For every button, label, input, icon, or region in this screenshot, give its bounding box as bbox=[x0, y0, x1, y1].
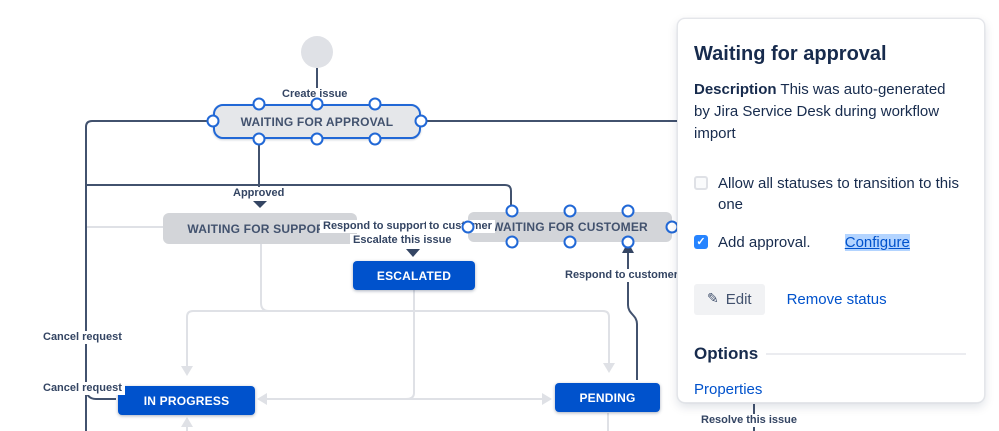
transition-respond-to-support[interactable]: Respond to support bbox=[320, 220, 431, 233]
pencil-icon: ✎ bbox=[707, 290, 719, 306]
transition-escalate-this-issue[interactable]: Escalate this issue bbox=[350, 234, 455, 247]
transition-cancel-request[interactable]: Cancel request bbox=[40, 331, 125, 344]
transition-create-issue[interactable]: Create issue bbox=[279, 88, 351, 101]
status-label: WAITING FOR CUSTOMER bbox=[492, 220, 648, 234]
remove-status-link[interactable]: Remove status bbox=[786, 291, 887, 308]
status-in-progress[interactable]: IN PROGRESS bbox=[118, 386, 255, 415]
description-label: Description bbox=[694, 81, 777, 98]
status-escalated[interactable]: ESCALATED bbox=[353, 261, 475, 290]
add-approval-row: ✓ Add approval. Configure bbox=[694, 232, 966, 253]
add-approval-checkbox[interactable]: ✓ bbox=[694, 235, 708, 249]
transition-to-customer[interactable]: to customer bbox=[426, 220, 495, 233]
status-description: Description This was auto-generated by J… bbox=[694, 79, 946, 145]
start-node[interactable] bbox=[301, 36, 333, 68]
add-approval-label: Add approval. Configure bbox=[718, 234, 910, 251]
status-label: IN PROGRESS bbox=[143, 393, 230, 408]
status-waiting-for-approval[interactable]: WAITING FOR APPROVAL bbox=[213, 104, 421, 139]
properties-link[interactable]: Properties bbox=[694, 381, 763, 398]
panel-title: Waiting for approval bbox=[694, 43, 887, 65]
status-detail-panel: Waiting for approval Description This wa… bbox=[677, 18, 985, 403]
allow-all-statuses-label: Allow all statuses to transition to this… bbox=[718, 175, 959, 213]
status-pending[interactable]: PENDING bbox=[555, 383, 660, 412]
transition-cancel-request[interactable]: Cancel request bbox=[40, 382, 125, 395]
status-label: PENDING bbox=[579, 390, 636, 405]
transition-resolve-this-issue[interactable]: Resolve this issue bbox=[698, 414, 800, 427]
transition-approved[interactable]: Approved bbox=[230, 187, 288, 200]
allow-all-statuses-checkbox[interactable] bbox=[694, 176, 708, 190]
allow-all-statuses-row: Allow all statuses to transition to this… bbox=[694, 173, 966, 215]
configure-link[interactable]: Configure bbox=[844, 234, 910, 251]
options-heading: Options bbox=[694, 344, 759, 363]
description-text: This was auto-generated by Jira Service … bbox=[694, 81, 946, 142]
status-label: WAITING FOR SUPPORT bbox=[187, 221, 333, 236]
transition-respond-to-customer[interactable]: Respond to customer bbox=[562, 269, 682, 282]
panel-actions: ✎ Edit Remove status bbox=[694, 284, 966, 315]
edit-button[interactable]: ✎ Edit bbox=[694, 284, 765, 315]
status-label: ESCALATED bbox=[376, 268, 452, 283]
options-section: Options bbox=[694, 344, 966, 364]
options-divider bbox=[766, 353, 966, 355]
status-waiting-for-customer[interactable]: WAITING FOR CUSTOMER bbox=[468, 212, 672, 242]
status-label: WAITING FOR APPROVAL bbox=[240, 114, 394, 129]
